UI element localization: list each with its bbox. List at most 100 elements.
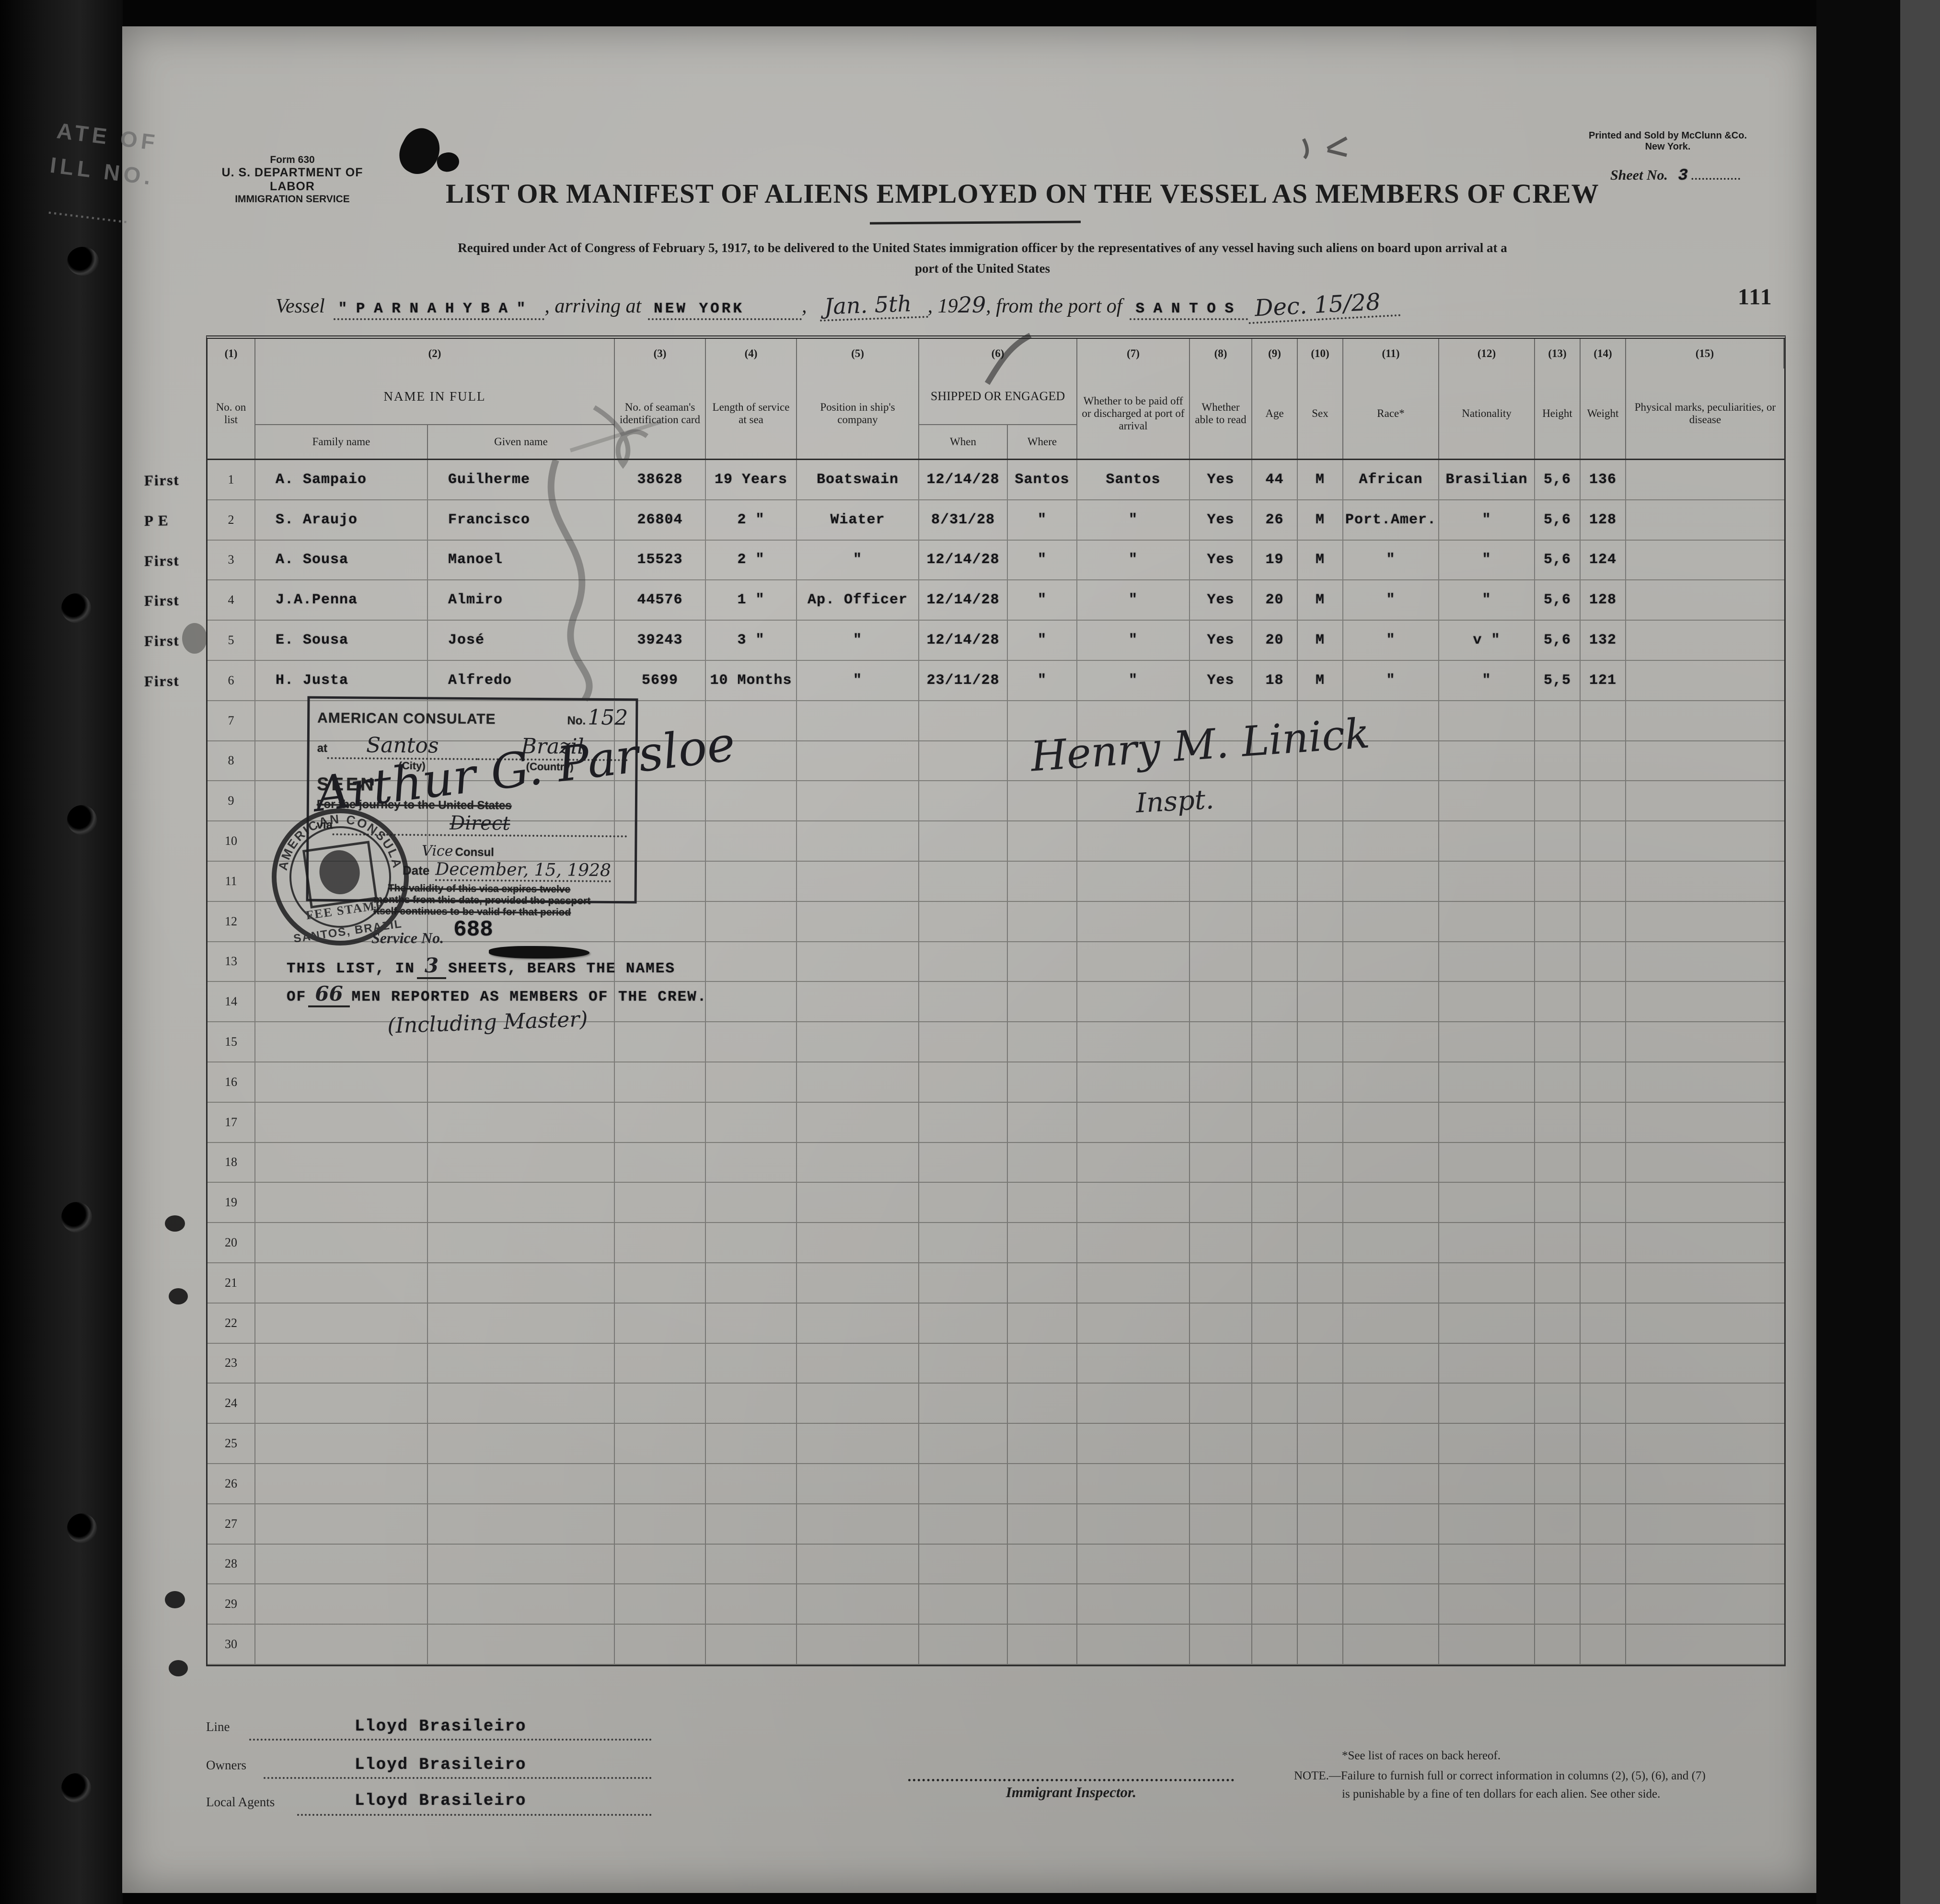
cell-marks: [1626, 661, 1784, 700]
cell-height: [1535, 741, 1581, 781]
cell-id_card: [615, 901, 706, 941]
cell-when: 12/14/28: [919, 621, 1008, 660]
cell-age: [1252, 821, 1298, 861]
cell-height: [1535, 701, 1581, 740]
arrival-port: NEW YORK: [648, 300, 802, 320]
cell-marks: [1626, 1183, 1784, 1222]
cell-height: [1535, 1102, 1581, 1142]
cell-height: [1535, 901, 1581, 941]
cell-family: [255, 861, 428, 901]
cell-paid_off: [1077, 942, 1190, 981]
cell-no: 22: [208, 1303, 255, 1343]
col-number: (13): [1535, 339, 1581, 369]
table-row: 15: [208, 1022, 1784, 1062]
cell-read: [1190, 1183, 1252, 1223]
cell-when: [919, 821, 1008, 861]
cell-nationality: [1439, 1303, 1535, 1343]
table-row: 14: [208, 982, 1784, 1023]
cell-weight: 124: [1581, 540, 1626, 580]
cell-when: [919, 1464, 1008, 1503]
cell-no: 11: [208, 861, 255, 901]
cell-position: [797, 1343, 919, 1383]
cell-nationality: ": [1439, 540, 1535, 580]
table-row: 16: [208, 1062, 1784, 1103]
cell-no: 2: [208, 500, 255, 540]
cell-weight: [1581, 821, 1626, 861]
cell-no: 5: [208, 621, 255, 660]
cell-id_card: [615, 942, 706, 981]
punch-hole: [61, 1202, 92, 1233]
cell-service: [706, 1424, 797, 1463]
cell-height: [1535, 1142, 1581, 1182]
cell-given: [428, 1504, 615, 1544]
cell-position: Wiater: [797, 500, 919, 540]
cell-height: [1535, 1625, 1581, 1664]
cell-paid_off: [1077, 1504, 1190, 1544]
col-number: (2): [255, 339, 615, 369]
cell-read: [1190, 1384, 1252, 1423]
header-name-in-full: NAME IN FULL: [255, 369, 615, 425]
cell-position: [797, 1544, 919, 1584]
cell-no: 27: [208, 1504, 255, 1544]
header-able-read: Whether able to read: [1190, 369, 1252, 459]
cell-sex: M: [1298, 660, 1343, 700]
cell-where: [1008, 781, 1077, 821]
note-line2b: MEN REPORTED AS MEMBERS OF THE CREW.: [351, 989, 707, 1005]
cell-where: [1008, 1223, 1077, 1262]
cell-read: [1190, 701, 1252, 740]
cell-sex: [1298, 1504, 1343, 1544]
ink-dot: [169, 1288, 188, 1304]
cell-where: [1008, 1102, 1077, 1142]
cell-nationality: [1439, 1584, 1535, 1624]
service-no-label: Service No.: [371, 929, 444, 946]
cell-marks: [1626, 821, 1784, 861]
cell-when: 12/14/28: [919, 580, 1008, 620]
year-prefix: , 19: [927, 295, 958, 317]
cell-race: [1343, 1183, 1439, 1223]
cell-nationality: [1439, 1183, 1535, 1223]
table-row: 19: [208, 1183, 1784, 1223]
cell-age: [1252, 901, 1298, 941]
cell-where: ": [1008, 540, 1077, 580]
cell-family: [255, 741, 428, 781]
dotted-rule: [297, 1814, 652, 1816]
cell-sex: [1298, 982, 1343, 1022]
punch-hole: [67, 247, 99, 276]
punch-hole: [61, 1773, 91, 1803]
sheet-no-label: Sheet No.: [1610, 167, 1668, 183]
cell-family: [255, 821, 428, 861]
cell-where: [1008, 701, 1077, 740]
cell-id_card: 5699: [615, 660, 706, 700]
table-row: 23: [208, 1343, 1784, 1384]
cell-position: [797, 942, 919, 981]
margin-stamp: First: [144, 471, 180, 489]
cell-id_card: [615, 1384, 706, 1423]
cell-weight: 132: [1581, 621, 1626, 660]
dotted-rule: [264, 1777, 652, 1779]
cell-no: 3: [208, 540, 255, 580]
cell-age: [1252, 982, 1298, 1022]
cell-weight: [1581, 1142, 1626, 1182]
cell-family: [255, 1263, 428, 1303]
cell-no: 20: [208, 1223, 255, 1262]
cell-family: [255, 1223, 428, 1262]
header-shipped-engaged: SHIPPED OR ENGAGED: [919, 369, 1077, 425]
cell-height: [1535, 1424, 1581, 1463]
cell-no: 29: [208, 1584, 255, 1624]
cell-when: [919, 861, 1008, 901]
cell-height: [1535, 1263, 1581, 1303]
cell-read: Yes: [1190, 660, 1252, 700]
table-row: 21: [208, 1263, 1784, 1304]
cell-id_card: [615, 1223, 706, 1262]
cell-height: [1535, 1504, 1581, 1544]
cell-when: [919, 942, 1008, 981]
cell-marks: [1626, 942, 1784, 981]
col-number: (8): [1190, 339, 1252, 369]
header-length-service: Length of service at sea: [706, 369, 797, 459]
cell-no: 8: [208, 741, 255, 781]
cell-paid_off: [1077, 1625, 1190, 1664]
cell-weight: [1581, 901, 1626, 941]
cell-service: 2 ": [706, 540, 797, 580]
cell-nationality: [1439, 982, 1535, 1022]
cell-race: [1343, 1584, 1439, 1624]
